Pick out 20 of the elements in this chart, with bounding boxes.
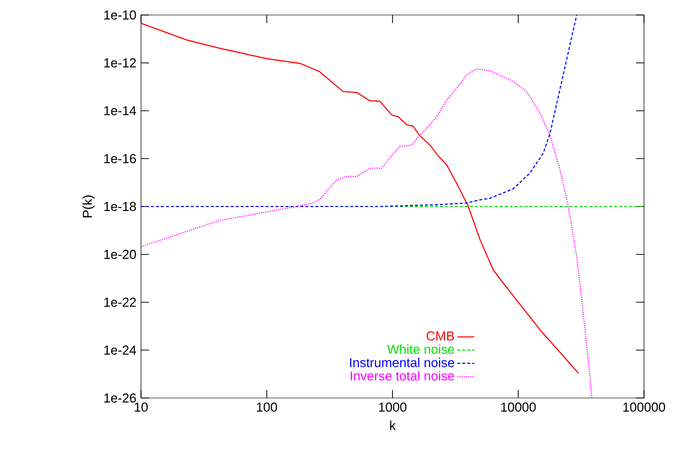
y-tick-label: 1e-16 <box>104 154 136 164</box>
y-tick-label: 1e-26 <box>104 393 136 403</box>
x-tick-label: 10 <box>134 402 148 412</box>
x-tick-label: 100000 <box>623 402 666 412</box>
y-tick-label: 1e-18 <box>104 202 136 212</box>
y-tick-label: 1e-22 <box>104 298 136 307</box>
x-tick-label: 10000 <box>501 402 536 412</box>
y-tick-label: 1e-12 <box>104 58 136 68</box>
legend-label: White noise <box>387 344 454 354</box>
y-tick-label: 1e-10 <box>104 10 136 20</box>
y-axis-title: P(k) <box>82 195 95 218</box>
x-tick-label: 100 <box>256 402 278 412</box>
legend-label: Inverse total noise <box>350 371 454 381</box>
y-tick-label: 1e-24 <box>104 346 136 355</box>
y-tick-label: 1e-14 <box>104 106 136 116</box>
x-axis-title: k <box>390 420 396 430</box>
y-tick-label: 1e-20 <box>104 250 136 259</box>
x-tick-label: 1000 <box>379 402 406 412</box>
legend-label: Instrumental noise <box>350 358 454 368</box>
legend-label: CMB <box>426 331 454 341</box>
